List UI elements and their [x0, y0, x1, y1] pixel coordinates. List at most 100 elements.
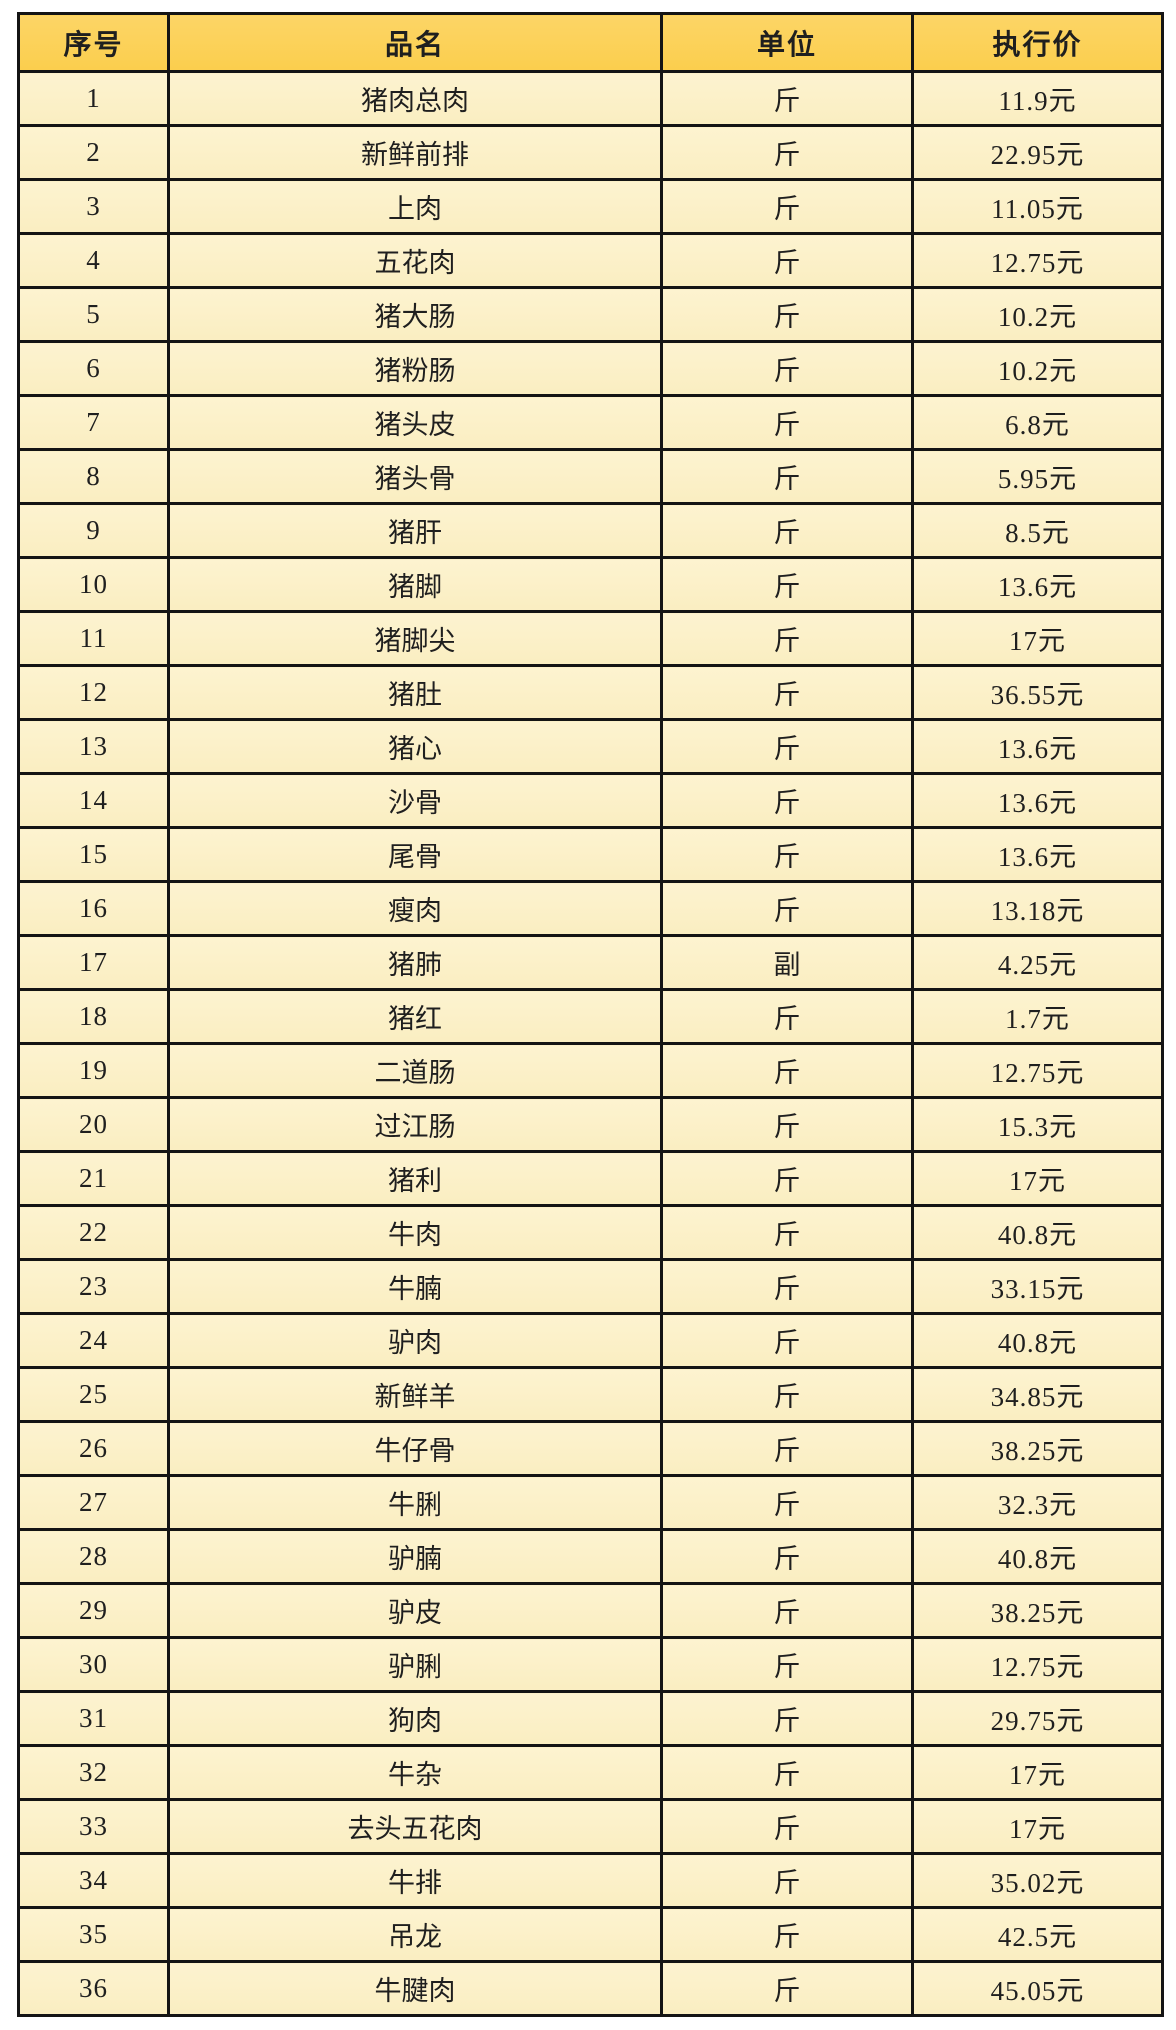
- cell-index: 25: [17, 1366, 170, 1423]
- cell-price: 10.2元: [911, 286, 1164, 343]
- cell-price: 13.6元: [911, 772, 1164, 829]
- column-header-price: 执行价: [911, 12, 1164, 73]
- cell-unit: 斤: [660, 1420, 914, 1477]
- cell-name: 牛排: [167, 1852, 663, 1909]
- cell-unit: 斤: [660, 1474, 914, 1531]
- cell-unit: 斤: [660, 1798, 914, 1855]
- cell-index: 4: [17, 232, 170, 289]
- table-row: 29 驴皮 斤 38.25元: [17, 1582, 1164, 1639]
- cell-index: 33: [17, 1798, 170, 1855]
- cell-index: 24: [17, 1312, 170, 1369]
- cell-unit: 斤: [660, 664, 914, 721]
- cell-unit: 斤: [660, 1960, 914, 2017]
- cell-index: 13: [17, 718, 170, 775]
- column-header-index: 序号: [17, 12, 170, 73]
- cell-unit: 斤: [660, 1582, 914, 1639]
- cell-price: 12.75元: [911, 232, 1164, 289]
- cell-name: 驴肉: [167, 1312, 663, 1369]
- table-row: 7 猪头皮 斤 6.8元: [17, 394, 1164, 451]
- table-row: 14 沙骨 斤 13.6元: [17, 772, 1164, 829]
- table-row: 10 猪脚 斤 13.6元: [17, 556, 1164, 613]
- cell-price: 42.5元: [911, 1906, 1164, 1963]
- cell-name: 猪粉肠: [167, 340, 663, 397]
- cell-name: 新鲜前排: [167, 124, 663, 181]
- cell-price: 8.5元: [911, 502, 1164, 559]
- cell-unit: 斤: [660, 556, 914, 613]
- cell-name: 去头五花肉: [167, 1798, 663, 1855]
- cell-name: 尾骨: [167, 826, 663, 883]
- cell-price: 36.55元: [911, 664, 1164, 721]
- cell-index: 9: [17, 502, 170, 559]
- cell-name: 猪肺: [167, 934, 663, 991]
- table-row: 23 牛腩 斤 33.15元: [17, 1258, 1164, 1315]
- table-row: 32 牛杂 斤 17元: [17, 1744, 1164, 1801]
- cell-index: 14: [17, 772, 170, 829]
- cell-name: 驴皮: [167, 1582, 663, 1639]
- cell-name: 猪大肠: [167, 286, 663, 343]
- cell-unit: 斤: [660, 1906, 914, 1963]
- cell-name: 牛脷: [167, 1474, 663, 1531]
- cell-price: 13.6元: [911, 826, 1164, 883]
- cell-unit: 斤: [660, 1312, 914, 1369]
- cell-unit: 斤: [660, 1744, 914, 1801]
- table-row: 27 牛脷 斤 32.3元: [17, 1474, 1164, 1531]
- cell-price: 35.02元: [911, 1852, 1164, 1909]
- cell-price: 40.8元: [911, 1312, 1164, 1369]
- cell-index: 30: [17, 1636, 170, 1693]
- cell-index: 21: [17, 1150, 170, 1207]
- cell-unit: 斤: [660, 1096, 914, 1153]
- cell-price: 33.15元: [911, 1258, 1164, 1315]
- cell-index: 16: [17, 880, 170, 937]
- cell-unit: 斤: [660, 1852, 914, 1909]
- cell-index: 10: [17, 556, 170, 613]
- cell-index: 29: [17, 1582, 170, 1639]
- cell-unit: 斤: [660, 1204, 914, 1261]
- cell-name: 二道肠: [167, 1042, 663, 1099]
- cell-price: 6.8元: [911, 394, 1164, 451]
- cell-price: 4.25元: [911, 934, 1164, 991]
- table-row: 5 猪大肠 斤 10.2元: [17, 286, 1164, 343]
- cell-name: 牛仔骨: [167, 1420, 663, 1477]
- cell-price: 11.9元: [911, 70, 1164, 127]
- cell-price: 17元: [911, 1150, 1164, 1207]
- table-row: 3 上肉 斤 11.05元: [17, 178, 1164, 235]
- cell-unit: 斤: [660, 1150, 914, 1207]
- cell-index: 22: [17, 1204, 170, 1261]
- table-row: 15 尾骨 斤 13.6元: [17, 826, 1164, 883]
- cell-index: 6: [17, 340, 170, 397]
- cell-price: 34.85元: [911, 1366, 1164, 1423]
- cell-price: 17元: [911, 610, 1164, 667]
- cell-name: 猪脚: [167, 556, 663, 613]
- cell-unit: 斤: [660, 610, 914, 667]
- cell-unit: 斤: [660, 1366, 914, 1423]
- cell-name: 牛肉: [167, 1204, 663, 1261]
- cell-index: 19: [17, 1042, 170, 1099]
- table-row: 22 牛肉 斤 40.8元: [17, 1204, 1164, 1261]
- table-row: 18 猪红 斤 1.7元: [17, 988, 1164, 1045]
- cell-unit: 斤: [660, 1690, 914, 1747]
- cell-name: 上肉: [167, 178, 663, 235]
- table-row: 8 猪头骨 斤 5.95元: [17, 448, 1164, 505]
- cell-name: 猪红: [167, 988, 663, 1045]
- cell-price: 45.05元: [911, 1960, 1164, 2017]
- cell-name: 驴腩: [167, 1528, 663, 1585]
- cell-index: 2: [17, 124, 170, 181]
- cell-name: 猪利: [167, 1150, 663, 1207]
- cell-unit: 斤: [660, 1258, 914, 1315]
- table-row: 36 牛腱肉 斤 45.05元: [17, 1960, 1164, 2017]
- cell-index: 32: [17, 1744, 170, 1801]
- cell-index: 12: [17, 664, 170, 721]
- cell-index: 11: [17, 610, 170, 667]
- cell-index: 20: [17, 1096, 170, 1153]
- cell-unit: 斤: [660, 70, 914, 127]
- cell-name: 过江肠: [167, 1096, 663, 1153]
- cell-price: 12.75元: [911, 1636, 1164, 1693]
- cell-name: 牛腱肉: [167, 1960, 663, 2017]
- cell-unit: 斤: [660, 772, 914, 829]
- cell-price: 38.25元: [911, 1420, 1164, 1477]
- cell-unit: 斤: [660, 1636, 914, 1693]
- cell-index: 5: [17, 286, 170, 343]
- cell-index: 35: [17, 1906, 170, 1963]
- cell-name: 猪肚: [167, 664, 663, 721]
- cell-name: 猪心: [167, 718, 663, 775]
